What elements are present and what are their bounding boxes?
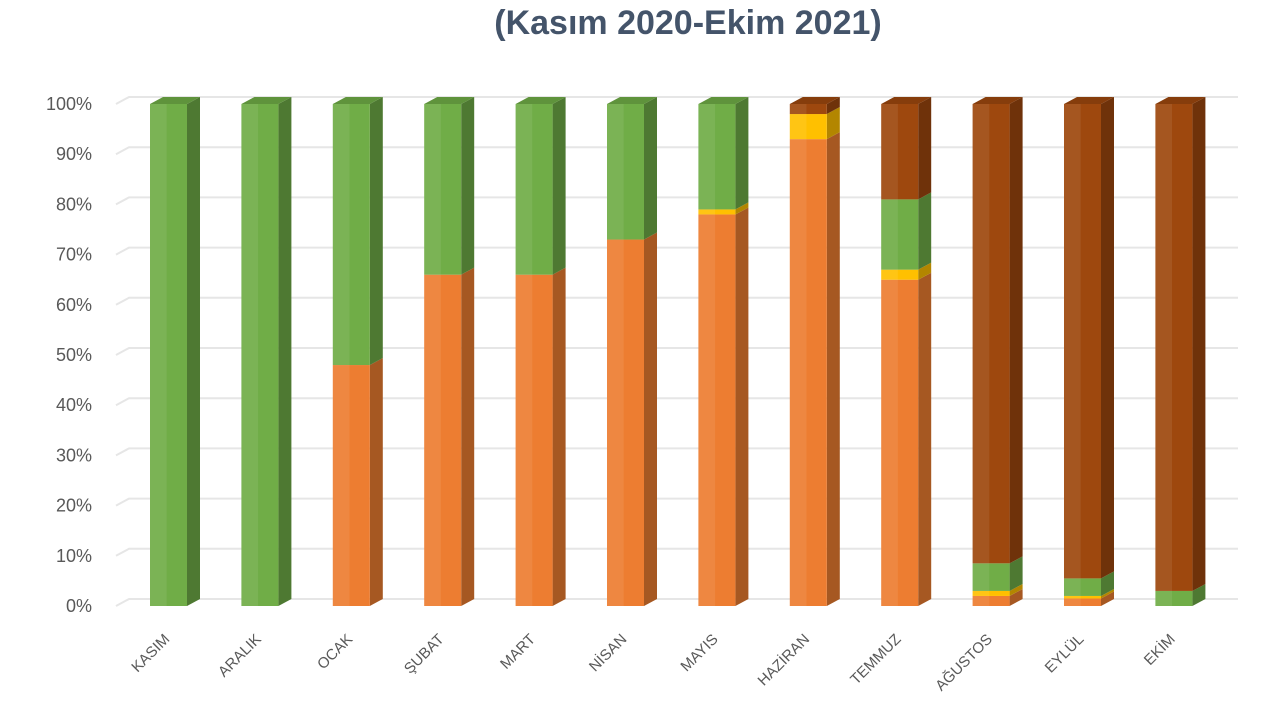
gridline xyxy=(115,547,1238,557)
bar-segment-green xyxy=(241,97,292,606)
x-axis-ticks: KASIM ARALIK OCAK ŞUBAT MART NİSAN MAYIS HAZİRA… xyxy=(128,630,1178,694)
bar-segment-yellow xyxy=(698,202,749,215)
bar-segment-orange xyxy=(698,207,749,606)
bar-segment-green xyxy=(881,192,932,270)
y-tick-label: 20% xyxy=(56,496,92,516)
bar-segment-brown xyxy=(1064,97,1114,579)
x-tick-label: MAYIS xyxy=(677,631,721,675)
gridline xyxy=(115,397,1238,407)
x-tick-label: OCAK xyxy=(314,631,356,673)
bar-segment-orange xyxy=(424,267,475,606)
bar-segment-orange xyxy=(1064,591,1114,606)
x-tick-label: TEMMUZ xyxy=(847,631,904,688)
y-tick-label: 0% xyxy=(66,596,92,616)
y-tick-label: 100% xyxy=(46,94,92,114)
gridline xyxy=(115,246,1238,256)
chart-title: (Kasım 2020-Ekim 2021) xyxy=(494,4,882,42)
bar-segment-yellow xyxy=(789,107,840,140)
y-tick-label: 10% xyxy=(56,546,92,566)
x-tick-label: MART xyxy=(497,631,539,673)
bar-segment-orange xyxy=(332,358,383,606)
bar-segment-green xyxy=(607,97,657,240)
x-tick-label: EKİM xyxy=(1140,630,1179,669)
y-tick-label: 40% xyxy=(56,395,92,415)
y-axis-ticks: 0% 10% 20% 30% 40% 50% 60% 70% 80% 90% 100% xyxy=(46,94,92,616)
gridline xyxy=(115,296,1238,306)
bar-segment-yellow xyxy=(1064,588,1114,599)
gridline xyxy=(115,497,1238,507)
bar-segment-green xyxy=(515,97,566,275)
bar-segment-orange xyxy=(515,267,566,606)
y-tick-label: 60% xyxy=(56,295,92,315)
bar-segment-green xyxy=(1155,583,1206,606)
y-tick-label: 30% xyxy=(56,445,92,465)
bar-segment-brown xyxy=(1155,97,1206,591)
gridline xyxy=(115,347,1238,356)
bar-segment-green xyxy=(972,556,1023,591)
y-tick-label: 80% xyxy=(56,194,92,214)
bar-segment-green xyxy=(150,97,200,606)
bar-segment-brown xyxy=(972,97,1023,564)
bar-segment-yellow xyxy=(881,262,932,280)
bar-segment-green xyxy=(1064,571,1114,596)
bar-segment-orange xyxy=(881,272,932,606)
gridline xyxy=(115,96,1238,105)
y-tick-label: 50% xyxy=(56,345,92,365)
bars xyxy=(150,97,1206,607)
gridline xyxy=(115,146,1238,156)
bar-segment-green xyxy=(424,97,475,275)
gridline xyxy=(115,196,1238,206)
x-tick-label: ARALIK xyxy=(215,631,265,681)
gridline xyxy=(115,447,1238,457)
bar-segment-green xyxy=(332,97,383,366)
bar-segment-orange xyxy=(607,232,657,607)
bar-segment-brown xyxy=(789,97,840,115)
x-tick-label: KASIM xyxy=(128,631,173,676)
gridlines xyxy=(115,96,1238,607)
x-tick-label: HAZİRAN xyxy=(754,630,813,689)
x-tick-label: NİSAN xyxy=(585,630,630,675)
bar-segment-orange xyxy=(972,588,1023,606)
bar-segment-orange xyxy=(789,132,840,606)
x-tick-label: ŞUBAT xyxy=(401,631,448,678)
bar-segment-green xyxy=(698,97,749,210)
y-tick-label: 70% xyxy=(56,245,92,265)
x-tick-label: EYLÜL xyxy=(1041,630,1087,676)
bar-segment-brown xyxy=(881,97,932,200)
gridline xyxy=(115,598,1238,607)
y-tick-label: 90% xyxy=(56,144,92,164)
bar-segment-yellow xyxy=(972,583,1023,596)
x-tick-label: AĞUSTOS xyxy=(932,631,996,695)
